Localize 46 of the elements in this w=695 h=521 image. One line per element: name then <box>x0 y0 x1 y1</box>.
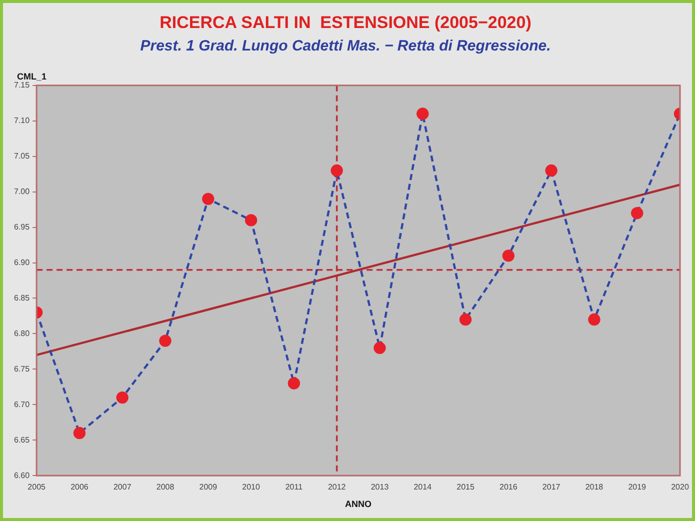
x-tick-label: 2007 <box>113 482 132 492</box>
x-tick-label: 2020 <box>671 482 690 492</box>
x-tick-label: 2016 <box>500 482 518 492</box>
point <box>159 334 172 347</box>
point <box>288 377 300 390</box>
x-tick-label: 2011 <box>285 482 304 492</box>
y-tick-label: 7.15 <box>14 80 30 90</box>
chart-title: RICERCA SALTI IN ESTENSIONE (2005−2020) <box>160 12 532 32</box>
x-tick-label: 2017 <box>542 482 561 492</box>
y-tick-label: 6.95 <box>14 222 30 232</box>
x-tick-label: 2013 <box>370 482 390 492</box>
y-tick-label: 6.60 <box>14 470 30 480</box>
point <box>374 342 386 354</box>
x-tick-label: 2019 <box>628 482 647 492</box>
y-axis-title: CML_1 <box>17 71 47 82</box>
x-tick-label: 2005 <box>28 482 46 492</box>
point <box>588 313 600 326</box>
x-tick-label: 2009 <box>199 482 218 492</box>
x-tick-label: 2008 <box>156 482 175 492</box>
point <box>416 108 429 120</box>
y-tick-label: 6.90 <box>14 258 30 267</box>
y-tick-label: 6.75 <box>14 364 30 374</box>
point <box>202 192 214 206</box>
x-axis-title: ANNO <box>345 499 372 510</box>
x-tick-label: 2012 <box>328 482 346 492</box>
point <box>116 391 128 404</box>
y-tick-label: 7.00 <box>14 187 30 196</box>
x-tick-label: 2018 <box>585 482 604 492</box>
point <box>73 426 86 440</box>
x-tick-label: 2010 <box>242 482 260 492</box>
y-tick-label: 6.85 <box>14 293 30 302</box>
x-tick-label: 2014 <box>414 482 432 492</box>
y-tick-label: 6.80 <box>14 328 30 338</box>
y-tick-label: 6.70 <box>14 400 30 409</box>
point <box>631 207 644 220</box>
point <box>330 164 343 177</box>
x-tick-label: 2015 <box>456 482 475 492</box>
y-tick-label: 7.10 <box>14 116 30 126</box>
point <box>545 164 558 177</box>
point <box>502 250 515 262</box>
point <box>459 313 472 326</box>
point <box>244 214 258 226</box>
x-tick-label: 2006 <box>70 482 89 492</box>
y-tick-label: 6.65 <box>14 435 30 444</box>
y-tick-label: 7.05 <box>14 152 30 161</box>
chart-subtitle: Prest. 1 Grad. Lungo Cadetti Mas. − Retta di Regressione. <box>140 38 551 55</box>
